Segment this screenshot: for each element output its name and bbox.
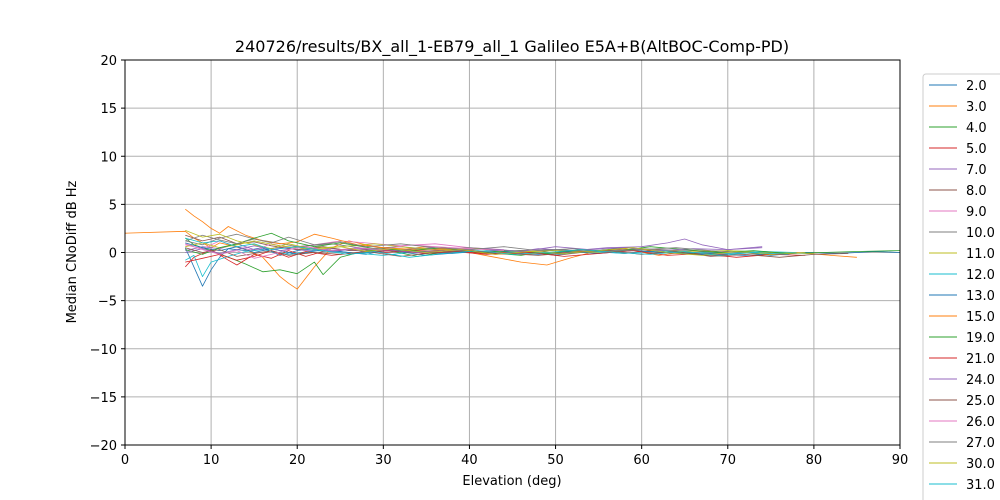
- x-tick-label: 50: [547, 453, 564, 468]
- y-tick-label: −15: [90, 391, 117, 406]
- y-tick-label: 15: [100, 102, 117, 117]
- x-tick-label: 0: [121, 453, 129, 468]
- legend-entry: 21.0: [929, 352, 995, 367]
- x-axis-ticks: 0 10 20 30 40 50 60 70 80 90: [121, 445, 908, 468]
- legend-entry: 30.0: [929, 457, 995, 472]
- legend-label: 19.0: [966, 331, 995, 346]
- legend-entry: 13.0: [929, 289, 995, 304]
- y-tick-label: 20: [100, 54, 117, 69]
- series-line-11-0: [185, 240, 814, 254]
- legend-label: 27.0: [966, 436, 995, 451]
- legend-label: 4.0: [966, 121, 987, 136]
- legend-entry: 19.0: [929, 331, 995, 346]
- legend-label: 26.0: [966, 415, 995, 430]
- legend-label: 21.0: [966, 352, 995, 367]
- legend-label: 2.0: [966, 79, 987, 94]
- legend-entry: 27.0: [929, 436, 995, 451]
- legend: 2.0 3.0 4.0 5.0 7.0 8.0 9.0 10.0 11.0 12.0 13.0 15.…: [922, 73, 1000, 500]
- legend-entry: 25.0: [929, 394, 995, 409]
- legend-label: 15.0: [966, 310, 995, 325]
- legend-label: 13.0: [966, 289, 995, 304]
- x-tick-label: 90: [892, 453, 909, 468]
- legend-entry: 12.0: [929, 268, 995, 283]
- legend-entry: 31.0: [929, 478, 995, 493]
- legend-entry: 2.0: [929, 79, 987, 94]
- legend-entry: 10.0: [929, 226, 995, 241]
- y-tick-label: 0: [109, 247, 117, 262]
- x-tick-label: 30: [375, 453, 392, 468]
- y-tick-label: −5: [98, 295, 117, 310]
- x-axis-label: Elevation (deg): [462, 474, 561, 489]
- legend-label: 30.0: [966, 457, 995, 472]
- series-line-13-0: [185, 242, 901, 256]
- legend-label: 24.0: [966, 373, 995, 388]
- legend-entry: 15.0: [929, 310, 995, 325]
- legend-label: 7.0: [966, 163, 987, 178]
- y-axis-ticks: −20 −15 −10 −5 0 5 10 15 20: [90, 54, 125, 454]
- y-tick-label: −20: [90, 439, 117, 454]
- series-line-26-0: [185, 243, 504, 259]
- legend-entry: 8.0: [929, 184, 987, 199]
- series-line-31-0: [185, 237, 789, 258]
- legend-label: 3.0: [966, 100, 987, 115]
- x-tick-label: 60: [633, 453, 650, 468]
- legend-box: [922, 73, 1000, 500]
- legend-label: 8.0: [966, 184, 987, 199]
- series-line-19-0: [185, 232, 901, 255]
- y-tick-label: 10: [100, 150, 117, 165]
- legend-label: 11.0: [966, 247, 995, 262]
- legend-label: 31.0: [966, 478, 995, 493]
- legend-entry: 26.0: [929, 415, 995, 430]
- legend-entry: 24.0: [929, 373, 995, 388]
- legend-entry: 3.0: [929, 100, 987, 115]
- legend-entry: 7.0: [929, 163, 987, 178]
- series-lines: [124, 208, 901, 290]
- x-tick-label: 20: [289, 453, 306, 468]
- x-tick-label: 80: [806, 453, 823, 468]
- legend-label: 25.0: [966, 394, 995, 409]
- legend-label: 5.0: [966, 142, 987, 157]
- y-tick-label: 5: [109, 198, 117, 213]
- legend-entry: 11.0: [929, 247, 995, 262]
- legend-label: 10.0: [966, 226, 995, 241]
- series-line-25-0: [185, 247, 849, 258]
- series-line-30-0: [185, 230, 806, 256]
- x-tick-label: 70: [720, 453, 737, 468]
- legend-entry: 9.0: [929, 205, 987, 220]
- legend-entry: 4.0: [929, 121, 987, 136]
- y-axis-label: Median CNoDiff dB Hz: [65, 180, 80, 323]
- x-tick-label: 10: [203, 453, 220, 468]
- legend-entry: 5.0: [929, 142, 987, 157]
- y-tick-label: −10: [90, 343, 117, 358]
- chart-title: 240726/results/BX_all_1-EB79_all_1 Galil…: [235, 37, 789, 57]
- x-tick-label: 40: [461, 453, 478, 468]
- legend-label: 12.0: [966, 268, 995, 283]
- legend-label: 9.0: [966, 205, 987, 220]
